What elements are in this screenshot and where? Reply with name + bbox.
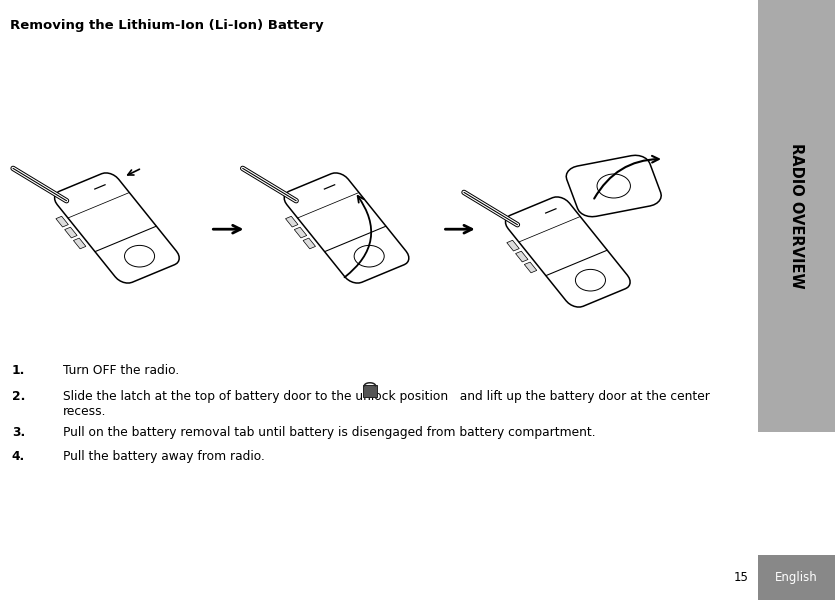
Polygon shape — [64, 227, 77, 238]
Polygon shape — [286, 216, 298, 227]
Circle shape — [575, 269, 605, 291]
Polygon shape — [505, 197, 630, 307]
Polygon shape — [524, 262, 537, 273]
Polygon shape — [56, 216, 68, 227]
Text: RADIO OVERVIEW: RADIO OVERVIEW — [789, 143, 804, 289]
Text: 4.: 4. — [12, 450, 25, 463]
Text: 1.: 1. — [12, 364, 25, 377]
Text: Removing the Lithium-Ion (Li-Ion) Battery: Removing the Lithium-Ion (Li-Ion) Batter… — [10, 19, 324, 32]
Text: Slide the latch at the top of battery door to the unlock position   and lift up : Slide the latch at the top of battery do… — [63, 390, 710, 418]
Polygon shape — [515, 251, 528, 262]
Polygon shape — [303, 238, 316, 249]
Polygon shape — [566, 155, 661, 217]
Text: 3.: 3. — [12, 426, 25, 439]
Circle shape — [597, 174, 630, 198]
Text: Pull the battery away from radio.: Pull the battery away from radio. — [63, 450, 265, 463]
Polygon shape — [507, 240, 519, 251]
Text: 2.: 2. — [12, 390, 25, 403]
Circle shape — [124, 245, 154, 267]
Text: Pull on the battery removal tab until battery is disengaged from battery compart: Pull on the battery removal tab until ba… — [63, 426, 595, 439]
Polygon shape — [294, 227, 306, 238]
Text: 15: 15 — [733, 571, 748, 584]
Bar — [758, 555, 835, 600]
Polygon shape — [73, 238, 86, 249]
Text: Turn OFF the radio.: Turn OFF the radio. — [63, 364, 179, 377]
Bar — [758, 0, 835, 432]
Polygon shape — [284, 173, 409, 283]
Polygon shape — [54, 173, 180, 283]
Circle shape — [354, 245, 384, 267]
Text: English: English — [775, 571, 818, 584]
Bar — [363, 385, 377, 397]
